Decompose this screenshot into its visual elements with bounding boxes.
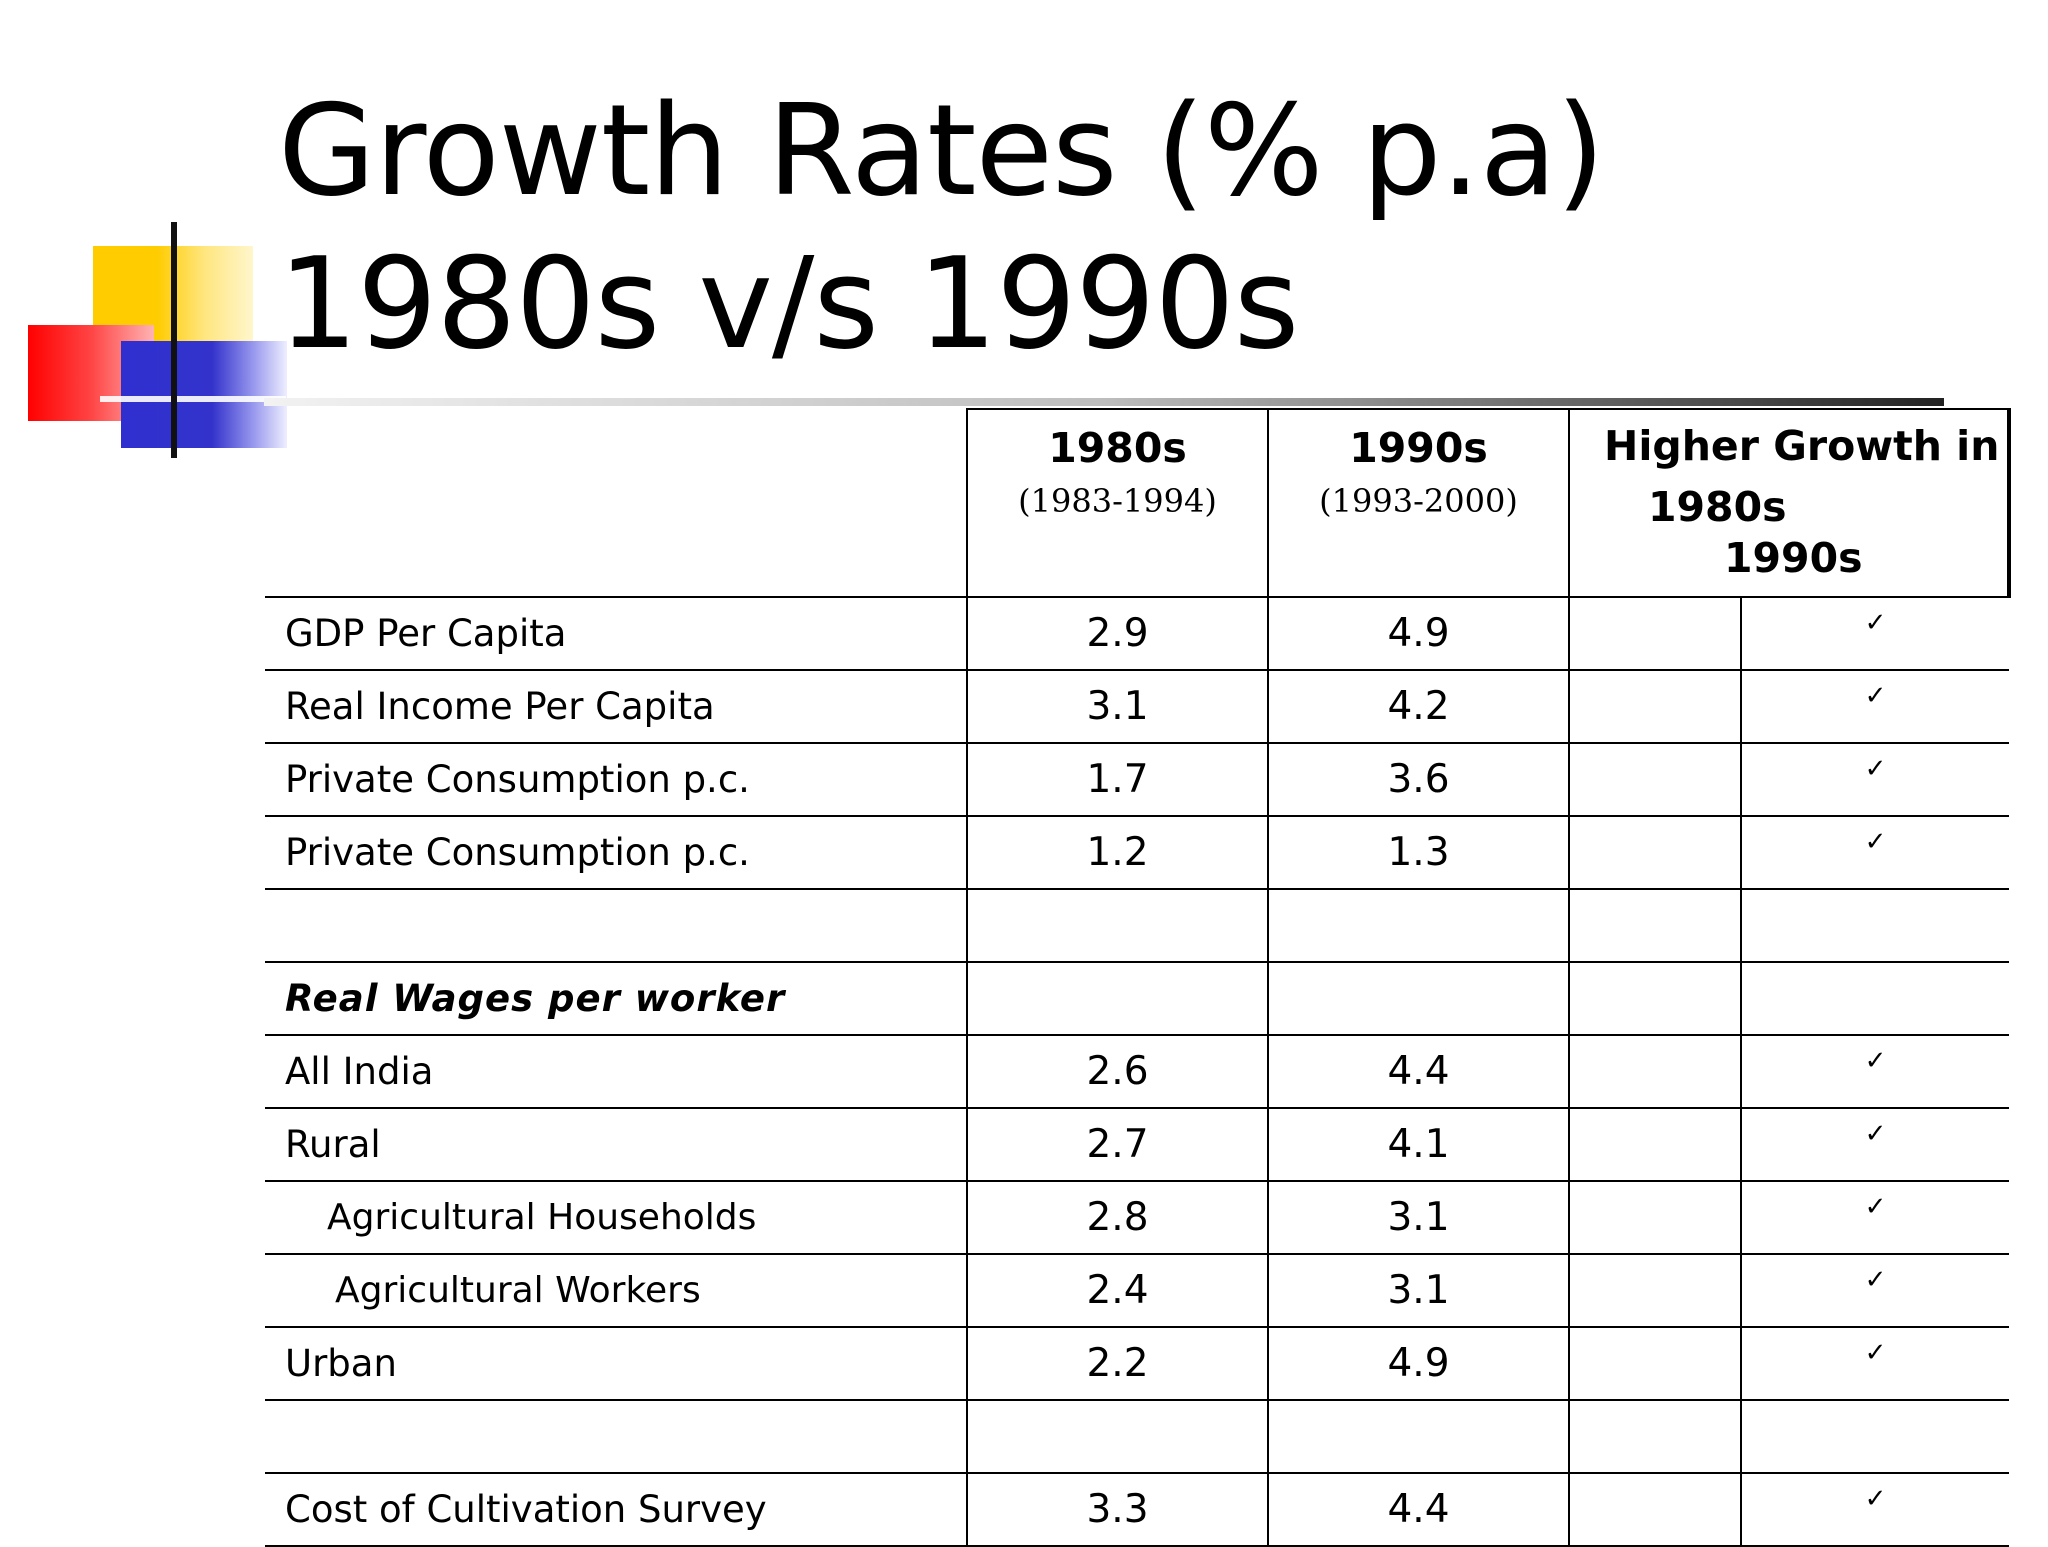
value-1990s: 4.1: [1267, 1107, 1570, 1182]
check-1980s: [1568, 596, 1742, 671]
logo-blue-square: [121, 341, 287, 448]
table-row: Urban 2.2 4.9 ✓: [265, 1326, 2009, 1401]
row-label: Real Income Per Capita: [265, 669, 968, 744]
slide-title: Growth Rates (% p.a) 1980s v/s 1990s: [278, 77, 1605, 377]
check-1990s: ✓: [1740, 669, 2009, 744]
value-1980s: 2.6: [966, 1034, 1269, 1109]
row-label: [265, 1399, 968, 1474]
table-row: Agricultural Workers 2.4 3.1 ✓: [265, 1253, 2009, 1328]
row-label: Agricultural Workers: [265, 1253, 968, 1328]
value-1980s: 3.3: [966, 1472, 1269, 1547]
check-1980s: [1568, 669, 1742, 744]
check-1990s: ✓: [1740, 742, 2009, 817]
table-row: [265, 888, 2009, 963]
table-row: Agricultural Households 2.8 3.1 ✓: [265, 1180, 2009, 1255]
table-header-row: 1980s (1983-1994) 1990s (1993-2000) High…: [265, 408, 2011, 598]
row-label: Cost of Cultivation Survey: [265, 1472, 968, 1547]
check-1990s: ✓: [1740, 1472, 2009, 1547]
check-1980s: [1568, 961, 1742, 1036]
header-higher-growth-1980s: 1980s: [1648, 483, 1787, 531]
check-1990s: [1740, 961, 2009, 1036]
value-1990s: 4.4: [1267, 1472, 1570, 1547]
section-label-real-wages: Real Wages per worker: [265, 961, 968, 1036]
value-1980s: 1.2: [966, 815, 1269, 890]
row-label: Agricultural Households: [265, 1180, 968, 1255]
value-1990s: 4.2: [1267, 669, 1570, 744]
value-1980s: [966, 1399, 1269, 1474]
check-1980s: [1568, 1253, 1742, 1328]
value-1990s: [1267, 961, 1570, 1036]
header-1980s: 1980s (1983-1994): [966, 408, 1269, 598]
row-label: Urban: [265, 1326, 968, 1401]
check-1990s: ✓: [1740, 815, 2009, 890]
check-1990s: ✓: [1740, 1180, 2009, 1255]
value-1980s: 2.7: [966, 1107, 1269, 1182]
row-label: [265, 888, 968, 963]
header-higher-growth: Higher Growth in 1980s 1990s: [1568, 408, 2011, 598]
table-row: GDP Per Capita 2.9 4.9 ✓: [265, 596, 2009, 671]
header-1990s: 1990s (1993-2000): [1267, 408, 1570, 598]
check-1990s: ✓: [1740, 1253, 2009, 1328]
table-row: Real Wages per worker: [265, 961, 2009, 1036]
logo-vertical-bar: [171, 222, 177, 458]
check-1990s: ✓: [1740, 1034, 2009, 1109]
value-1980s: 3.1: [966, 669, 1269, 744]
value-1990s: 4.9: [1267, 596, 1570, 671]
value-1990s: [1267, 888, 1570, 963]
row-label: Private Consumption p.c.: [265, 815, 968, 890]
table-row: Cost of Cultivation Survey 3.3 4.4 ✓: [265, 1472, 2009, 1547]
table-row: Private Consumption p.c. 1.7 3.6 ✓: [265, 742, 2009, 817]
header-1990s-range: (1993-2000): [1319, 482, 1518, 520]
table-row: Rural 2.7 4.1 ✓: [265, 1107, 2009, 1182]
table-row: All India 2.6 4.4 ✓: [265, 1034, 2009, 1109]
row-label: Rural: [265, 1107, 968, 1182]
value-1990s: 3.1: [1267, 1253, 1570, 1328]
value-1980s: 2.4: [966, 1253, 1269, 1328]
row-label: All India: [265, 1034, 968, 1109]
value-1980s: 2.9: [966, 596, 1269, 671]
value-1980s: 2.8: [966, 1180, 1269, 1255]
value-1980s: 1.7: [966, 742, 1269, 817]
growth-rates-table: 1980s (1983-1994) 1990s (1993-2000) High…: [265, 408, 2011, 1547]
title-underline-rule: [264, 398, 1944, 406]
header-1980s-year: 1980s: [1048, 424, 1187, 472]
header-higher-growth-title: Higher Growth in: [1604, 422, 2000, 470]
check-1980s: [1568, 1399, 1742, 1474]
logo-white-bar: [100, 396, 286, 402]
row-label: GDP Per Capita: [265, 596, 968, 671]
check-1980s: [1568, 888, 1742, 963]
header-empty-cell: [265, 409, 968, 598]
value-1980s: [966, 961, 1269, 1036]
check-1980s: [1568, 1107, 1742, 1182]
check-1990s: [1740, 888, 2009, 963]
table-row: Private Consumption p.c. 1.2 1.3 ✓: [265, 815, 2009, 890]
value-1990s: [1267, 1399, 1570, 1474]
header-1990s-year: 1990s: [1349, 424, 1488, 472]
check-1990s: [1740, 1399, 2009, 1474]
header-1980s-range: (1983-1994): [1018, 482, 1217, 520]
check-1990s: ✓: [1740, 1326, 2009, 1401]
table-row: Real Income Per Capita 3.1 4.2 ✓: [265, 669, 2009, 744]
value-1990s: 1.3: [1267, 815, 1570, 890]
check-1980s: [1568, 815, 1742, 890]
check-1980s: [1568, 1326, 1742, 1401]
value-1980s: [966, 888, 1269, 963]
value-1990s: 4.9: [1267, 1326, 1570, 1401]
check-1980s: [1568, 742, 1742, 817]
value-1980s: 2.2: [966, 1326, 1269, 1401]
value-1990s: 4.4: [1267, 1034, 1570, 1109]
check-1980s: [1568, 1472, 1742, 1547]
value-1990s: 3.1: [1267, 1180, 1570, 1255]
check-1980s: [1568, 1034, 1742, 1109]
check-1990s: ✓: [1740, 596, 2009, 671]
row-label: Private Consumption p.c.: [265, 742, 968, 817]
header-higher-growth-1990s: 1990s: [1724, 534, 1863, 582]
check-1990s: ✓: [1740, 1107, 2009, 1182]
value-1990s: 3.6: [1267, 742, 1570, 817]
check-1980s: [1568, 1180, 1742, 1255]
table-row: [265, 1399, 2009, 1474]
